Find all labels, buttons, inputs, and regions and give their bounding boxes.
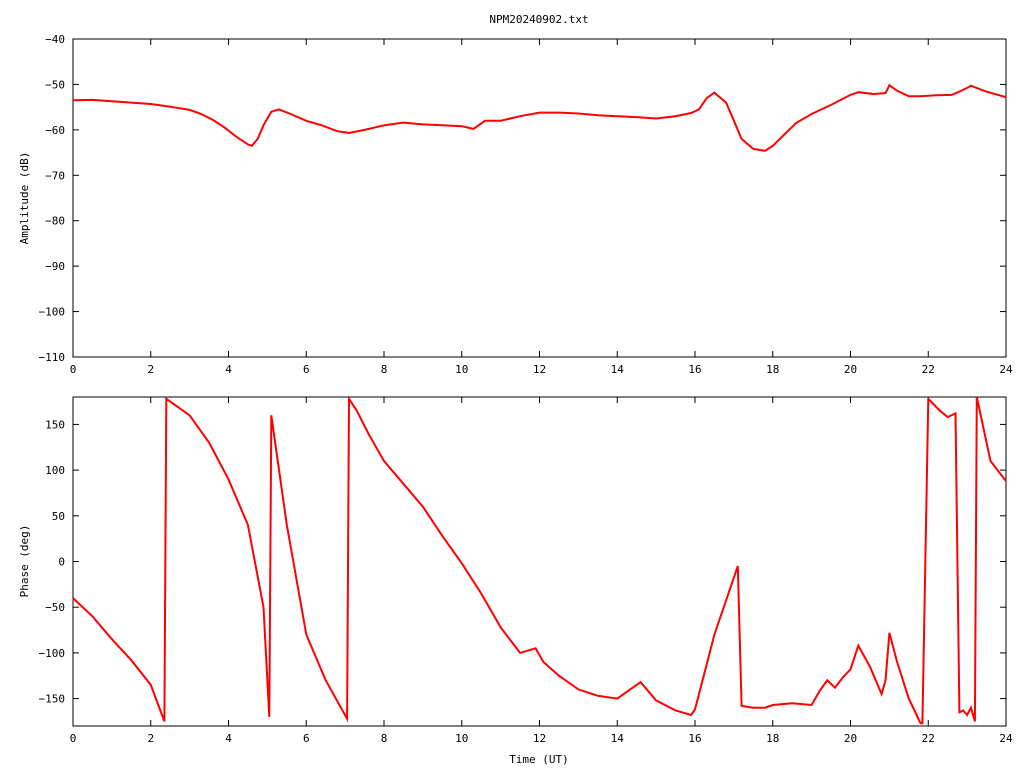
phase-x-ticks: 0 2 4 6 8 10 12 14 16 18 20 22 24 [70, 397, 1013, 745]
amplitude-y-tick-label: −60 [45, 124, 65, 137]
amplitude-y-axis-label: Amplitude (dB) [18, 152, 31, 245]
amplitude-y-tick-label: −110 [39, 351, 66, 364]
amplitude-x-tick-label: 20 [844, 363, 857, 376]
amplitude-x-tick-label: 2 [147, 363, 154, 376]
phase-x-tick-label: 2 [147, 732, 154, 745]
amplitude-x-tick-label: 12 [533, 363, 546, 376]
amplitude-y-tick-label: −80 [45, 215, 65, 228]
phase-y-ticks: −150 −100 −50 0 50 100 150 [39, 418, 1006, 706]
phase-y-tick-label: 0 [58, 556, 65, 569]
phase-y-tick-label: 100 [45, 464, 65, 477]
phase-y-tick-label: −50 [45, 601, 65, 614]
amplitude-x-tick-label: 24 [999, 363, 1013, 376]
phase-y-tick-label: 50 [52, 510, 65, 523]
amplitude-x-tick-label: 4 [225, 363, 232, 376]
phase-plot-frame [72, 396, 1007, 727]
amplitude-x-tick-label: 10 [455, 363, 468, 376]
phase-x-tick-label: 12 [533, 732, 546, 745]
phase-series-line [72, 395, 1007, 725]
amplitude-y-tick-label: −50 [45, 78, 65, 91]
x-axis-label: Time (UT) [509, 753, 569, 766]
amplitude-x-ticks: 0 2 4 6 8 10 12 14 16 18 20 22 24 [70, 39, 1013, 376]
phase-x-tick-label: 20 [844, 732, 857, 745]
amplitude-y-tick-label: −40 [45, 33, 65, 46]
amplitude-y-tick-label: −100 [39, 306, 66, 319]
phase-x-tick-label: 18 [766, 732, 779, 745]
amplitude-y-ticks: −110 −100 −90 −80 −70 −60 −50 −40 [39, 33, 1006, 364]
phase-y-tick-label: −100 [39, 647, 66, 660]
amplitude-series-line [72, 83, 1007, 152]
amplitude-x-tick-label: 0 [70, 363, 77, 376]
phase-x-tick-label: 6 [303, 732, 310, 745]
amplitude-x-tick-label: 8 [381, 363, 388, 376]
chart-title: NPM20240902.txt [489, 13, 588, 26]
amplitude-panel: −110−100−90−80−70−60−50−40 0 2 4 6 8 10 12 14 16… [18, 33, 1013, 376]
phase-x-tick-label: 16 [688, 732, 701, 745]
amplitude-x-tick-label: 18 [766, 363, 779, 376]
phase-x-tick-label: 14 [611, 732, 625, 745]
phase-x-tick-label: 24 [999, 732, 1013, 745]
phase-x-tick-label: 4 [225, 732, 232, 745]
phase-x-tick-label: 8 [381, 732, 388, 745]
phase-x-tick-label: 10 [455, 732, 468, 745]
phase-x-tick-label: 0 [70, 732, 77, 745]
amplitude-y-tick-label: −90 [45, 260, 65, 273]
phase-y-tick-label: 150 [45, 418, 65, 431]
amplitude-x-tick-label: 16 [688, 363, 701, 376]
phase-y-tick-label: −150 [39, 693, 66, 706]
phase-x-tick-label: 22 [922, 732, 935, 745]
amplitude-x-tick-label: 14 [611, 363, 625, 376]
amplitude-y-tick-label: −70 [45, 169, 65, 182]
amplitude-plot-frame [72, 38, 1007, 358]
amplitude-x-tick-label: 22 [922, 363, 935, 376]
phase-y-axis-label: Phase (deg) [18, 525, 31, 598]
amplitude-x-tick-label: 6 [303, 363, 310, 376]
